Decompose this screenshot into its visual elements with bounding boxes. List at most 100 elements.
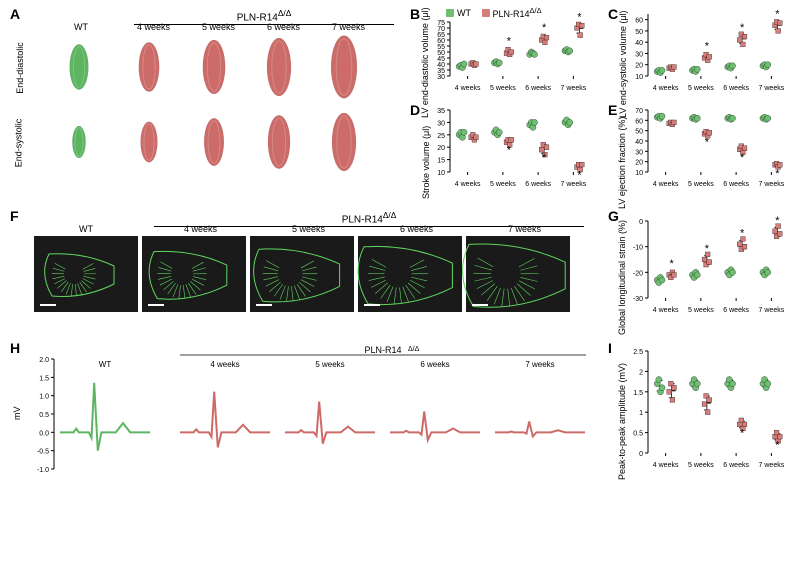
- svg-text:*: *: [775, 8, 780, 20]
- svg-text:6 weeks: 6 weeks: [723, 181, 749, 188]
- svg-text:6 weeks: 6 weeks: [525, 85, 551, 92]
- svg-text:5 weeks: 5 weeks: [688, 85, 714, 92]
- svg-text:*: *: [775, 440, 780, 452]
- svg-text:*: *: [577, 11, 582, 23]
- panel-f: PLN-R14Δ/Δ WT 4 weeks 5 weeks 6 weeks 7 …: [24, 210, 594, 320]
- svg-text:7 weeks: 7 weeks: [759, 181, 785, 188]
- svg-text:20: 20: [437, 145, 445, 152]
- svg-text:15: 15: [437, 158, 445, 165]
- svg-text:40: 40: [635, 40, 643, 47]
- svg-text:-30: -30: [633, 296, 643, 303]
- svg-text:30: 30: [437, 74, 445, 81]
- chart-g: -30-20-1004 weeks5 weeks6 weeks7 weeks**…: [628, 215, 793, 320]
- svg-text:50: 50: [635, 29, 643, 36]
- svg-text:4 weeks: 4 weeks: [653, 181, 679, 188]
- chart-i-ylabel: Peak-to-peak amplitude (mV): [617, 340, 627, 480]
- svg-text:4 weeks: 4 weeks: [455, 85, 481, 92]
- svg-text:30: 30: [635, 51, 643, 58]
- svg-text:20: 20: [635, 63, 643, 70]
- svg-text:4 weeks: 4 weeks: [653, 307, 679, 314]
- svg-text:7 weeks: 7 weeks: [759, 462, 785, 469]
- panel-a-tp-6: 6 weeks: [267, 22, 300, 32]
- panel-a-label: A: [10, 6, 20, 22]
- svg-text:-10: -10: [633, 245, 643, 252]
- panel-a-wt-header: WT: [74, 22, 88, 32]
- svg-text:*: *: [705, 40, 710, 52]
- svg-text:*: *: [740, 22, 745, 34]
- svg-text:6 weeks: 6 weeks: [420, 360, 449, 369]
- svg-text:50: 50: [437, 50, 445, 57]
- svg-text:1.5: 1.5: [633, 390, 643, 397]
- svg-text:6 weeks: 6 weeks: [525, 181, 551, 188]
- svg-text:5 weeks: 5 weeks: [315, 360, 344, 369]
- svg-text:4 weeks: 4 weeks: [210, 360, 239, 369]
- svg-text:70: 70: [635, 108, 643, 115]
- svg-text:40: 40: [635, 139, 643, 146]
- svg-text:*: *: [669, 258, 674, 270]
- svg-text:75: 75: [437, 20, 445, 27]
- svg-text:*: *: [775, 168, 780, 180]
- svg-text:1.0: 1.0: [39, 394, 49, 401]
- chart-d-ylabel: Stroke volume (μl): [421, 99, 431, 199]
- svg-text:5 weeks: 5 weeks: [490, 181, 516, 188]
- svg-text:5 weeks: 5 weeks: [688, 462, 714, 469]
- panel-f-tp-7: 7 weeks: [508, 224, 541, 234]
- panel-a: PLN-R14Δ/Δ WT 4 weeks 5 weeks 6 weeks 7 …: [24, 8, 394, 183]
- svg-text:20: 20: [635, 160, 643, 167]
- svg-text:Δ/Δ: Δ/Δ: [408, 346, 420, 353]
- svg-text:-1.0: -1.0: [37, 467, 49, 474]
- panel-b-label: B: [410, 6, 420, 22]
- svg-text:4 weeks: 4 weeks: [455, 181, 481, 188]
- svg-text:10: 10: [635, 74, 643, 81]
- chart-e: 102030405060704 weeks5 weeks6 weeks7 wee…: [628, 104, 793, 194]
- legend-b: WT PLN-R14Δ/Δ: [446, 6, 550, 19]
- svg-text:5 weeks: 5 weeks: [490, 85, 516, 92]
- svg-text:*: *: [577, 169, 582, 181]
- panel-f-label: F: [10, 208, 19, 224]
- svg-text:*: *: [705, 137, 710, 149]
- svg-text:*: *: [542, 152, 547, 164]
- panel-a-tp-4: 4 weeks: [137, 22, 170, 32]
- panel-f-tp-4: 4 weeks: [184, 224, 217, 234]
- svg-text:PLN-R14: PLN-R14: [364, 345, 401, 355]
- panel-a-row1-label: End-diastolic: [15, 42, 25, 94]
- svg-text:7 weeks: 7 weeks: [759, 307, 785, 314]
- legend-wt: WT: [457, 8, 471, 18]
- svg-text:60: 60: [635, 118, 643, 125]
- svg-text:55: 55: [437, 44, 445, 51]
- svg-text:6 weeks: 6 weeks: [723, 462, 749, 469]
- svg-text:*: *: [507, 145, 512, 157]
- svg-text:*: *: [507, 35, 512, 47]
- panel-h-label: H: [10, 340, 20, 356]
- svg-text:25: 25: [437, 133, 445, 140]
- svg-text:6 weeks: 6 weeks: [723, 85, 749, 92]
- svg-text:0: 0: [639, 219, 643, 226]
- svg-text:*: *: [705, 243, 710, 255]
- chart-e-ylabel: LV ejection fraction (%): [617, 89, 627, 209]
- chart-h: -1.0-0.50.00.51.01.52.0PLN-R14Δ/ΔWT4 wee…: [30, 345, 596, 475]
- svg-text:7 weeks: 7 weeks: [759, 85, 785, 92]
- svg-text:0.0: 0.0: [39, 430, 49, 437]
- svg-text:*: *: [542, 22, 547, 34]
- panel-f-wt-header: WT: [79, 224, 93, 234]
- svg-text:1.5: 1.5: [39, 375, 49, 382]
- svg-text:10: 10: [437, 170, 445, 177]
- svg-text:45: 45: [437, 56, 445, 63]
- svg-text:65: 65: [437, 32, 445, 39]
- svg-text:7 weeks: 7 weeks: [561, 181, 587, 188]
- svg-text:2: 2: [639, 369, 643, 376]
- svg-text:-0.5: -0.5: [37, 449, 49, 456]
- panel-a-tp-5: 5 weeks: [202, 22, 235, 32]
- svg-text:WT: WT: [99, 360, 112, 369]
- svg-text:5 weeks: 5 weeks: [688, 181, 714, 188]
- svg-text:5 weeks: 5 weeks: [688, 307, 714, 314]
- svg-text:60: 60: [635, 18, 643, 25]
- chart-c: 1020304050604 weeks5 weeks6 weeks7 weeks…: [628, 8, 793, 98]
- svg-text:2.5: 2.5: [633, 349, 643, 356]
- svg-text:6 weeks: 6 weeks: [723, 307, 749, 314]
- svg-text:30: 30: [437, 120, 445, 127]
- panel-d-label: D: [410, 102, 420, 118]
- panel-a-shapes: [54, 34, 394, 184]
- svg-text:50: 50: [635, 129, 643, 136]
- svg-text:0.5: 0.5: [633, 431, 643, 438]
